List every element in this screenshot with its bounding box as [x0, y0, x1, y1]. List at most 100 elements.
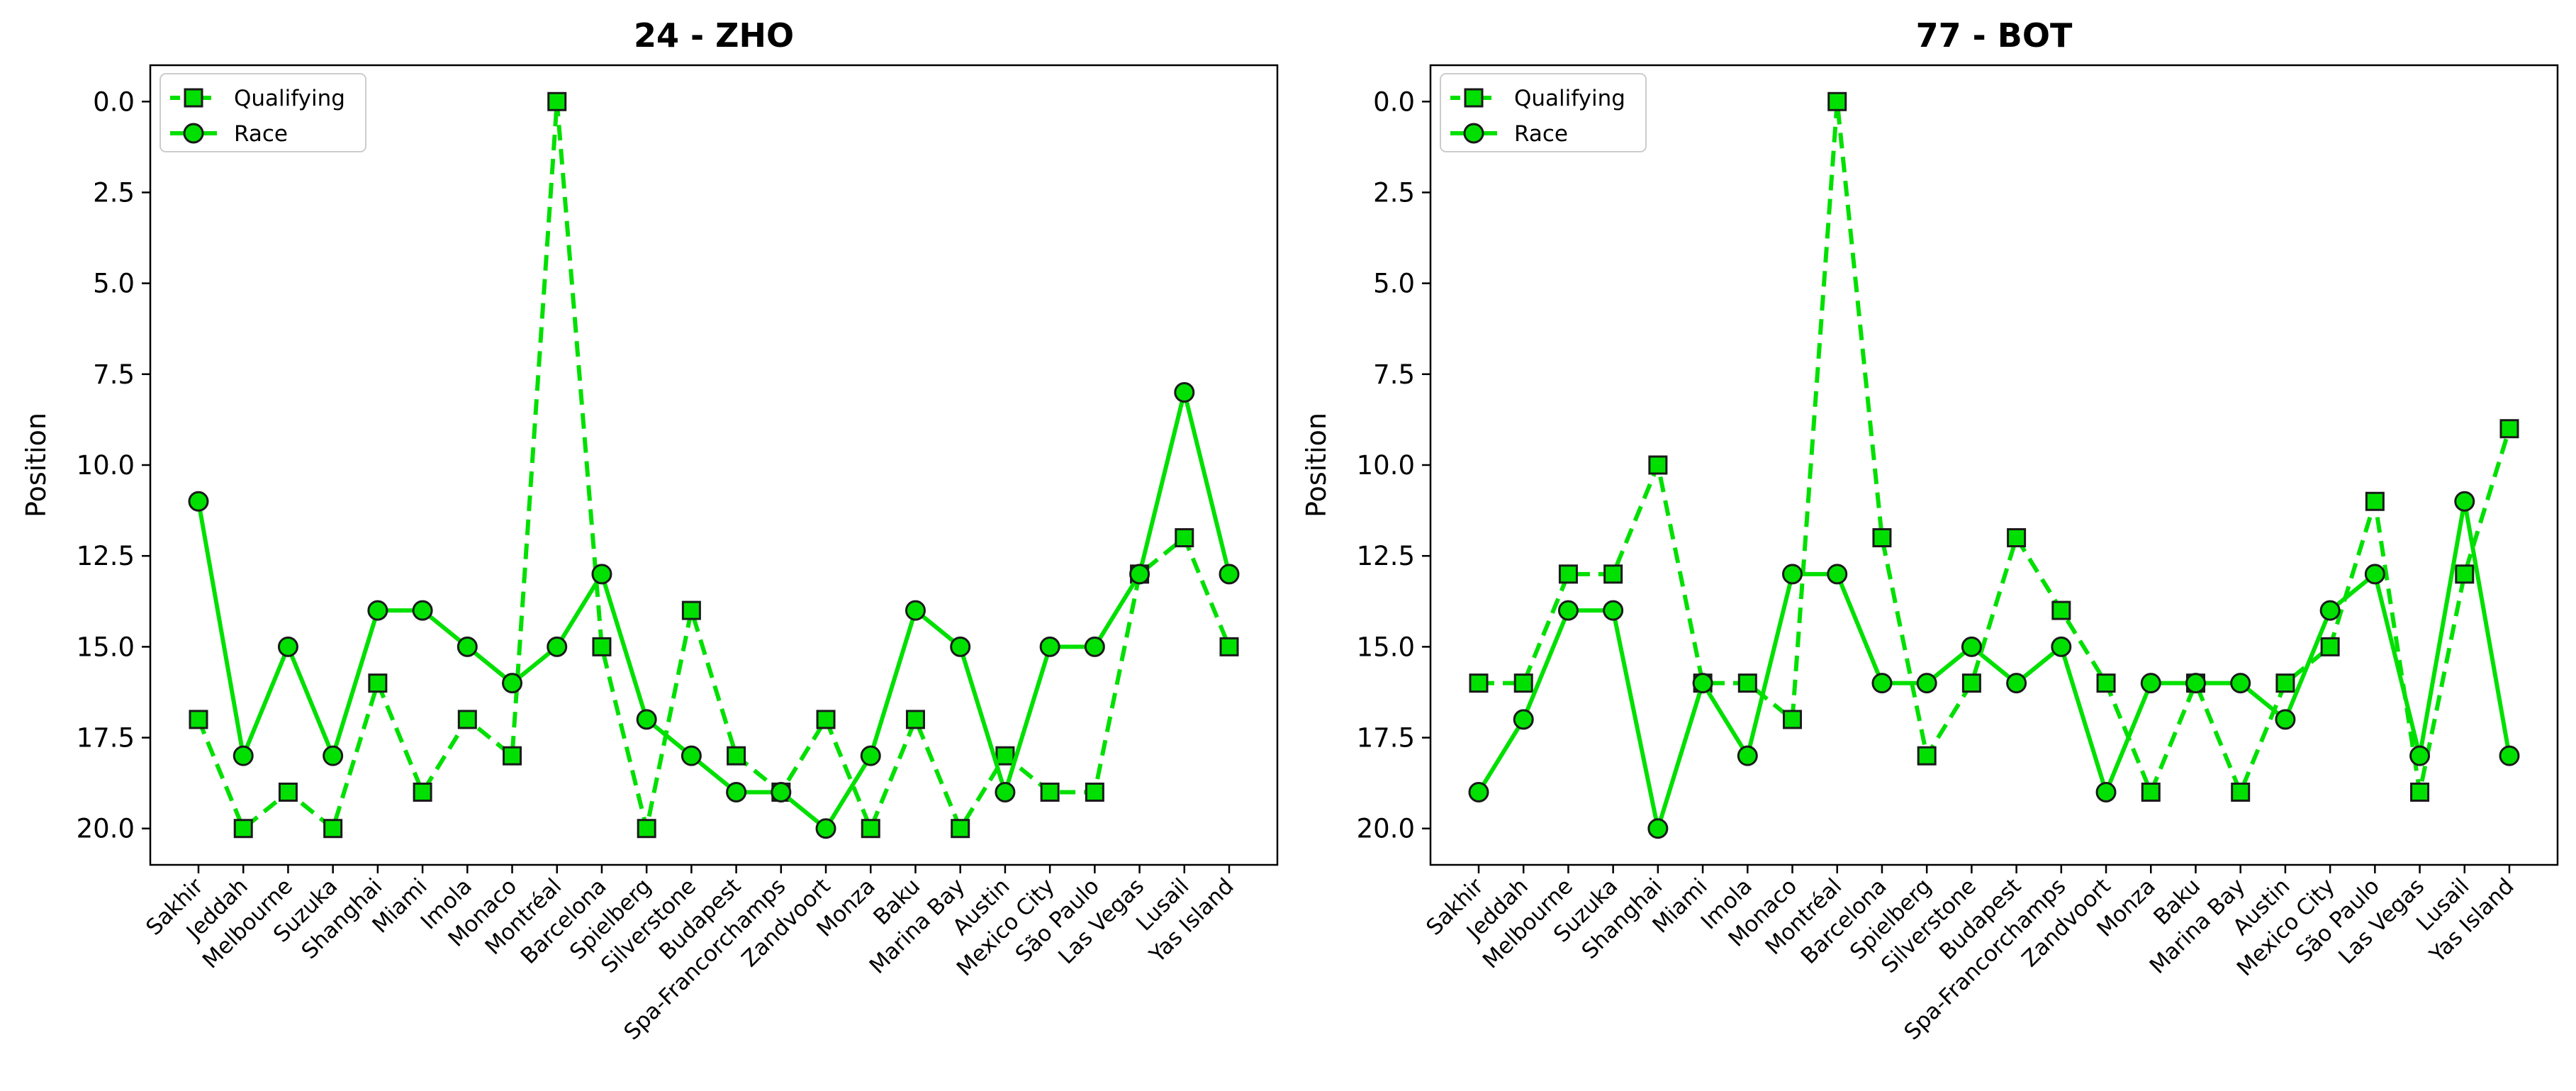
ytick-label: 0.0 [93, 86, 135, 117]
qualifying-point [2007, 528, 2027, 548]
race-point [905, 600, 926, 621]
race-point [1513, 709, 1534, 730]
race-point [1871, 673, 1893, 694]
qualifying-point [1513, 673, 1533, 693]
series-line-qualifying [1479, 99, 2511, 795]
race-point [412, 600, 433, 621]
qualifying-point [905, 710, 925, 729]
race-point [1084, 636, 1105, 657]
race-point [815, 818, 836, 839]
race-point [726, 781, 747, 802]
qualifying-point [2410, 782, 2430, 802]
ytick-label: 10.0 [1357, 450, 1415, 481]
qualifying-point [503, 746, 522, 766]
race-point [591, 564, 612, 585]
race-point [860, 745, 881, 766]
race-point [457, 636, 478, 657]
qualifying-point [727, 746, 746, 766]
race-point [188, 491, 209, 512]
qualifying-point [1737, 673, 1757, 693]
qualifying-point [861, 819, 880, 839]
ytick-label: 17.5 [77, 723, 135, 754]
race-point [771, 781, 792, 802]
qualifying-point [368, 673, 388, 693]
qualifying-point [2275, 673, 2295, 693]
race-point [1603, 600, 1624, 621]
qualifying-point [233, 819, 253, 839]
ytick-label: 10.0 [77, 450, 135, 481]
qualifying-point [1175, 528, 1194, 548]
race-point [1782, 564, 1803, 585]
race-point [995, 781, 1016, 802]
race-point [367, 600, 388, 621]
race-point [1737, 745, 1758, 766]
qualifying-point [1040, 782, 1060, 802]
qualifying-point [1085, 782, 1104, 802]
axes-frame [1429, 64, 2559, 866]
qualifying-point [189, 710, 208, 729]
race-point [1692, 673, 1713, 694]
qualifying-point [2141, 782, 2161, 802]
ytick-label: 17.5 [1357, 723, 1415, 754]
qualifying-point [995, 746, 1015, 766]
race-point [323, 745, 344, 766]
race-point [1129, 564, 1150, 585]
legend: Qualifying Race [1440, 73, 1647, 152]
qualifying-point [547, 91, 567, 111]
ytick-label: 5.0 [1373, 269, 1415, 299]
qualifying-point [413, 782, 432, 802]
race-point [2275, 709, 2296, 730]
qualifying-point [2320, 637, 2340, 656]
race-point [950, 636, 971, 657]
series-line-race [1477, 499, 2511, 831]
ytick-label: 20.0 [77, 814, 135, 844]
qualifying-point [951, 819, 970, 839]
race-point [1468, 781, 1489, 802]
qualifying-point [816, 710, 836, 729]
race-point [2185, 673, 2206, 694]
race-point [1916, 673, 1937, 694]
chart-panel-2: 77 - BOT 0.0 2.5 5.0 7.5 10.0 12.5 15.0 17.5 20.0… [1301, 16, 2559, 1045]
race-point [2364, 564, 2385, 585]
chart-title: 77 - BOT [1916, 16, 2073, 55]
race-point [1557, 600, 1579, 621]
series-line-qualifying [196, 99, 1231, 831]
qualifying-point [592, 637, 612, 656]
race-point [681, 745, 702, 766]
race-point [2454, 491, 2475, 512]
race-point [2095, 781, 2117, 802]
race-point [2051, 636, 2072, 657]
legend-label-race: Race [234, 121, 288, 147]
qualifying-point [1827, 91, 1847, 111]
qualifying-point [2455, 564, 2475, 584]
qualifying-point [1219, 637, 1239, 656]
ytick-label: 5.0 [93, 269, 135, 299]
race-point [1219, 564, 1240, 585]
ytick-label: 2.5 [1373, 177, 1415, 208]
race-point [2006, 673, 2027, 694]
ytick-label: 0.0 [1373, 86, 1415, 117]
race-point [2319, 600, 2341, 621]
legend-marker-circle [1463, 123, 1484, 144]
qualifying-point [681, 600, 701, 620]
qualifying-point [2231, 782, 2251, 802]
ytick-label: 2.5 [93, 177, 135, 208]
qualifying-point [2051, 600, 2071, 620]
qualifying-point [278, 782, 298, 802]
race-point [277, 636, 298, 657]
ytick-label: 12.5 [77, 541, 135, 571]
qualifying-point [1917, 746, 1937, 766]
race-point [1174, 381, 1195, 403]
race-point [1647, 818, 1669, 839]
race-point [2140, 673, 2161, 694]
qualifying-point [2499, 419, 2519, 439]
race-point [1961, 636, 1982, 657]
legend-marker-square [184, 88, 203, 108]
race-point [2230, 673, 2251, 694]
race-point [1039, 636, 1060, 657]
ytick-label: 12.5 [1357, 541, 1415, 571]
y-axis-label: Position [1301, 413, 1332, 517]
qualifying-point [1872, 528, 1892, 548]
